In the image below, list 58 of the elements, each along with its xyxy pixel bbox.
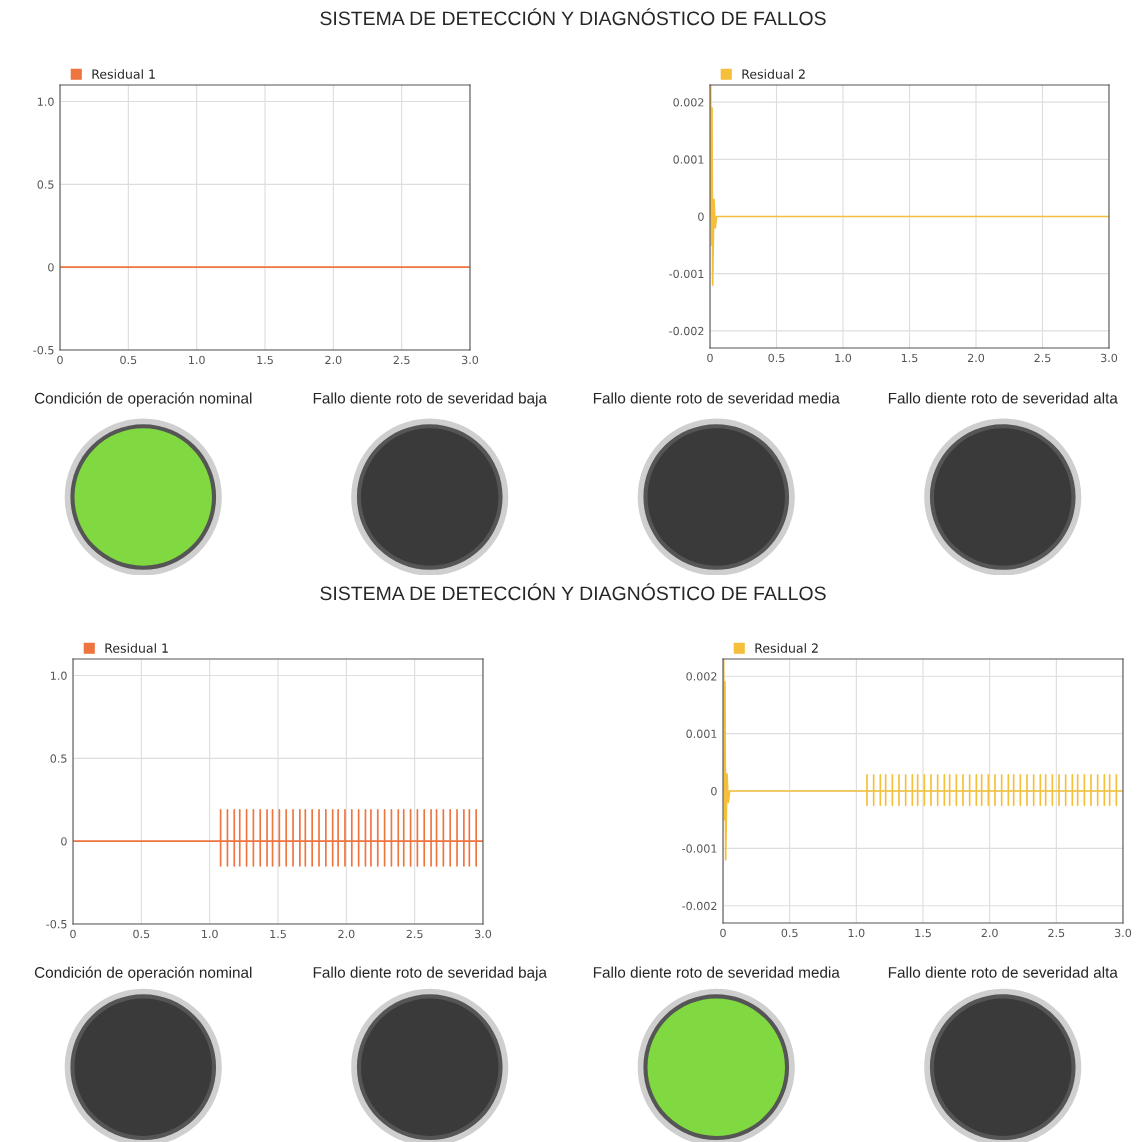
y-tick-label: -0.5	[33, 345, 54, 355]
text: Fallo diente roto de severidad alta	[888, 966, 1118, 978]
x-tick-label: 1.5	[915, 928, 931, 938]
x-tick-label: 2.0	[325, 355, 342, 365]
legend-label: Residual 1	[92, 69, 155, 79]
x-tick-label: 2.0	[338, 929, 355, 939]
text: SISTEMA DE DETECCIÓN Y DIAGNÓSTICO DE FALLOS	[320, 583, 826, 601]
x-tick-label: 0.5	[781, 928, 798, 938]
text: Fallo diente roto de severidad alta	[888, 392, 1118, 404]
y-tick-label: 1.0	[37, 97, 54, 106]
y-tick-label: 1.0	[50, 671, 67, 680]
y-tick-label: 0.5	[37, 180, 54, 189]
x-tick-label: 1.0	[189, 355, 205, 365]
x-tick-label: 3.0	[1115, 928, 1132, 938]
x-tick-label: 0.5	[133, 929, 150, 939]
text: Fallo diente roto de severidad baja	[313, 392, 547, 407]
legend-label: Residual 2	[742, 69, 805, 79]
y-tick-label: 0	[48, 263, 54, 272]
x-tick-label: 2.5	[1034, 353, 1051, 363]
x-tick-label: 3.0	[475, 929, 492, 939]
y-tick-label: 0.001	[673, 155, 704, 164]
y-tick-label: -0.001	[669, 269, 704, 279]
x-tick-label: 2.0	[981, 928, 998, 938]
text: Fallo diente roto de severidad baja	[313, 966, 547, 981]
x-tick-label: 0.5	[120, 355, 137, 365]
text: Fallo diente roto de severidad media	[593, 966, 840, 978]
x-tick-label: 2.0	[967, 353, 985, 363]
y-tick-label: 0.002	[686, 672, 717, 681]
x-tick-label: 0	[70, 929, 76, 939]
y-tick-label: -0.001	[682, 844, 717, 853]
text: SISTEMA DE DETECCIÓN Y DIAGNÓSTICO DE FALLOS	[320, 8, 826, 26]
x-tick-label: 1.0	[202, 929, 218, 939]
x-tick-label: 2.5	[393, 355, 410, 365]
y-tick-label: 0.001	[686, 729, 717, 738]
text: Fallo diente roto de severidad media	[593, 392, 840, 404]
legend-label: Residual 2	[755, 643, 818, 653]
y-tick-label: -0.002	[682, 901, 717, 911]
y-tick-label: -0.5	[46, 919, 67, 929]
y-tick-label: 0	[61, 837, 67, 846]
y-tick-label: 0.5	[50, 754, 67, 763]
x-tick-label: 0	[720, 928, 726, 938]
x-tick-label: 1.5	[257, 355, 273, 365]
y-tick-label: 0.002	[673, 98, 704, 107]
x-tick-label: 1.0	[848, 928, 865, 938]
x-tick-label: 3.0	[1101, 353, 1118, 363]
legend-label: Residual 1	[105, 643, 168, 653]
y-tick-label: 0	[698, 212, 704, 221]
text: Condición de operación nominal	[34, 392, 252, 407]
text: Condición de operación nominal	[34, 966, 252, 981]
y-tick-label: 0	[711, 786, 717, 796]
x-tick-label: 1.0	[835, 353, 852, 363]
x-tick-label: 3.0	[462, 355, 479, 365]
y-tick-label: -0.002	[669, 326, 704, 336]
x-tick-label: 2.5	[1048, 928, 1065, 938]
x-tick-label: 1.5	[270, 929, 286, 939]
x-tick-label: 1.5	[901, 353, 918, 363]
x-tick-label: 0.5	[768, 353, 785, 363]
x-tick-label: 2.5	[406, 929, 423, 939]
